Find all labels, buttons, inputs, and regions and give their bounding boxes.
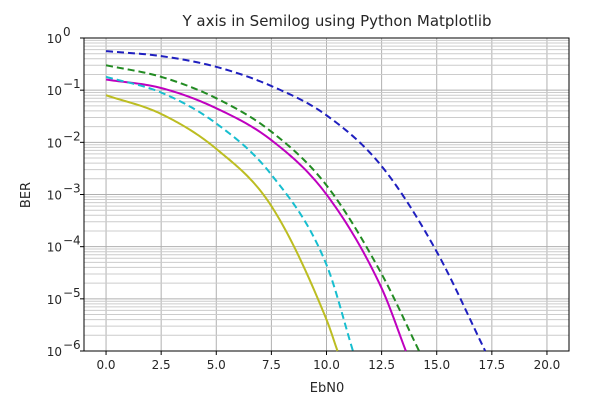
x-tick-label: 20.0 bbox=[534, 358, 561, 372]
y-tick-exponent: −2 bbox=[63, 129, 81, 143]
x-axis-label: EbN0 bbox=[310, 381, 344, 396]
y-tick-exponent: −4 bbox=[63, 234, 81, 248]
series-green-dashed bbox=[105, 64, 420, 352]
y-tick-exponent: −3 bbox=[63, 182, 81, 196]
x-tick-label: 7.5 bbox=[262, 358, 281, 372]
y-tick-label: 10 bbox=[47, 32, 62, 46]
series-magenta-solid bbox=[105, 78, 407, 352]
x-tick-label: 5.0 bbox=[207, 358, 226, 372]
series-blue-dashed bbox=[105, 50, 487, 352]
y-tick-label: 10 bbox=[47, 345, 62, 359]
x-tick-label: 2.5 bbox=[152, 358, 171, 372]
y-tick-exponent: −1 bbox=[63, 77, 81, 91]
y-tick-label: 10 bbox=[47, 241, 62, 255]
x-tick-labels: 0.0 2.5 5.0 7.5 10.0 12.5 15.0 17.5 20.0 bbox=[96, 351, 560, 372]
chart-title: Y axis in Semilog using Python Matplotli… bbox=[181, 12, 491, 30]
y-tick-exponent: 0 bbox=[63, 25, 71, 39]
y-tick-label: 10 bbox=[47, 136, 62, 150]
watermark: 知乎 @ANONYMOUS bbox=[456, 372, 585, 388]
y-tick-exponent: −5 bbox=[63, 286, 81, 300]
x-tick-label: 10.0 bbox=[313, 358, 340, 372]
series-group bbox=[105, 50, 487, 352]
y-tick-exponent: −6 bbox=[63, 338, 81, 352]
x-tick-label: 15.0 bbox=[423, 358, 450, 372]
x-tick-label: 17.5 bbox=[478, 358, 505, 372]
y-tick-label: 10 bbox=[47, 189, 62, 203]
x-tick-label: 0.0 bbox=[96, 358, 115, 372]
y-tick-label: 10 bbox=[47, 84, 62, 98]
series-cyan-dashed bbox=[105, 75, 354, 352]
y-axis-label: BER bbox=[19, 182, 34, 208]
y-tick-label: 10 bbox=[47, 293, 62, 307]
series-yellow-solid bbox=[105, 94, 339, 352]
x-tick-label: 12.5 bbox=[368, 358, 395, 372]
